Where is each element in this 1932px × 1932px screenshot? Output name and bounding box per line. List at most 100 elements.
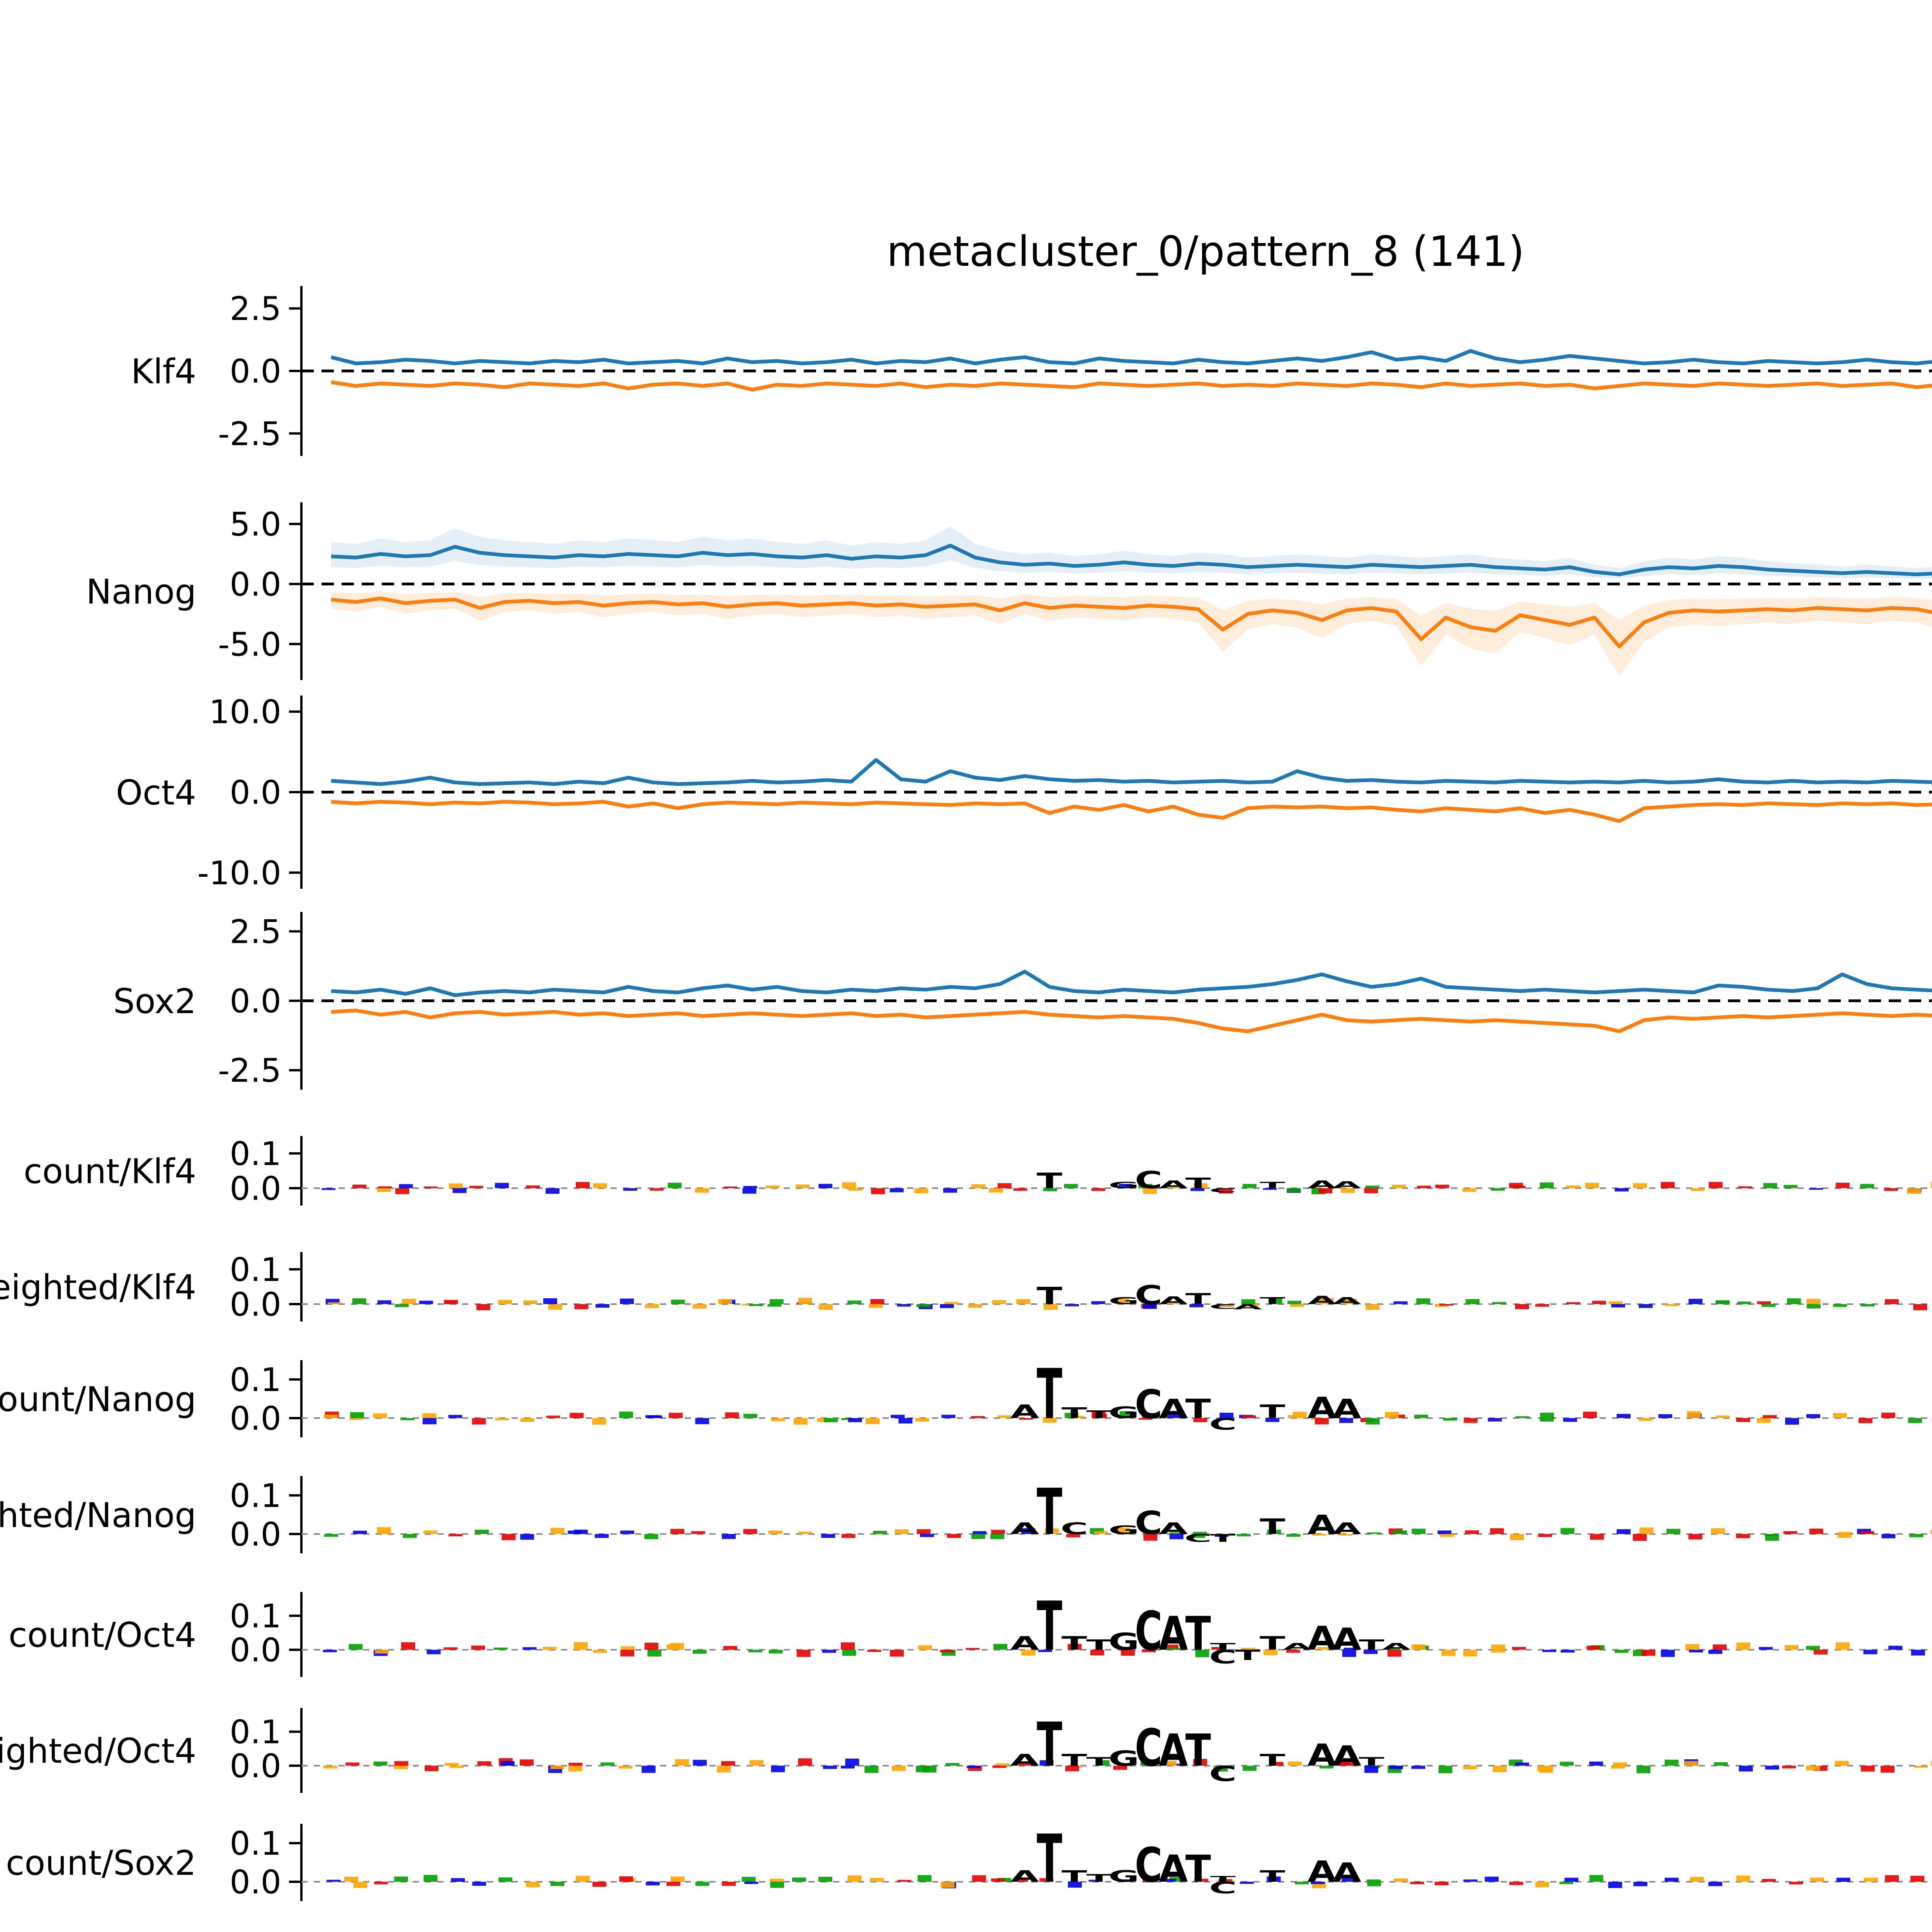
logo-noise-mark bbox=[1218, 1188, 1233, 1194]
y-tick-label: 0.1 bbox=[230, 1135, 281, 1173]
logo-noise-mark bbox=[1338, 1534, 1352, 1536]
logo-noise-mark bbox=[472, 1418, 486, 1425]
logo-noise-mark bbox=[1739, 1765, 1753, 1772]
logo-noise-mark bbox=[619, 1765, 633, 1769]
logo-noise-mark bbox=[841, 1534, 855, 1538]
logo-letter-a-icon: A bbox=[1159, 1725, 1188, 1777]
logo-letter-glyph: T bbox=[1260, 1633, 1285, 1655]
logo-noise-mark bbox=[1385, 1412, 1399, 1418]
logo-noise-mark bbox=[451, 1878, 465, 1882]
logo-noise-mark bbox=[593, 1183, 607, 1188]
logo-noise-mark bbox=[526, 1185, 540, 1188]
logo-noise-mark bbox=[1837, 1534, 1852, 1538]
logo-noise-mark bbox=[1287, 1301, 1301, 1304]
logo-noise-mark bbox=[1317, 1647, 1331, 1650]
logo-noise-mark bbox=[471, 1645, 485, 1650]
logo-noise-mark bbox=[1311, 1882, 1325, 1884]
logo-noise-mark bbox=[1065, 1304, 1079, 1306]
logo-noise-mark bbox=[545, 1188, 560, 1194]
logo-noise-mark bbox=[1806, 1299, 1821, 1304]
logo-letter-glyph: C bbox=[1135, 1280, 1162, 1310]
logo-noise-mark bbox=[749, 1760, 764, 1766]
pos-strand-line bbox=[330, 349, 1932, 366]
logo-letter-t-icon: T bbox=[1260, 1750, 1285, 1770]
logo-noise-mark bbox=[798, 1298, 812, 1304]
logo-letter-c-icon: C bbox=[1209, 1303, 1236, 1311]
logo-noise-mark bbox=[1016, 1299, 1031, 1304]
logo-noise-mark bbox=[1566, 1185, 1580, 1188]
logo-noise-mark bbox=[1286, 1534, 1301, 1537]
pos-strand-line bbox=[331, 969, 1932, 997]
logo-letter-t-icon: T bbox=[1061, 1405, 1087, 1422]
logo-noise-mark bbox=[1064, 1184, 1078, 1188]
logo-noise-mark bbox=[915, 1418, 929, 1422]
logo-letter-glyph: A bbox=[1283, 1641, 1312, 1652]
panel-label: Nanog bbox=[86, 572, 196, 612]
y-tick-label: 0.0 bbox=[230, 1863, 281, 1901]
logo-noise-mark bbox=[374, 1882, 388, 1884]
logo-letter-glyph: C bbox=[1209, 1879, 1236, 1897]
logo-noise-mark bbox=[744, 1882, 759, 1884]
logo-noise-mark bbox=[1613, 1762, 1627, 1766]
logo-letter-glyph: A bbox=[1159, 1847, 1188, 1891]
logo-letter-t-icon: T bbox=[1086, 1872, 1112, 1884]
logo-noise-mark bbox=[742, 1188, 757, 1194]
logo-noise-mark bbox=[971, 1534, 985, 1539]
logo-letter-glyph: A bbox=[1308, 1179, 1337, 1191]
logo-letter-glyph: A bbox=[1382, 1641, 1411, 1652]
logo-noise-mark bbox=[1539, 1182, 1554, 1188]
logo-noise-mark bbox=[1614, 1188, 1629, 1192]
logo-noise-mark bbox=[1287, 1188, 1301, 1192]
logo-letter-glyph: T bbox=[1037, 1168, 1062, 1194]
logo-noise-mark bbox=[472, 1882, 486, 1886]
logo-noise-mark bbox=[996, 1763, 1010, 1766]
logo-noise-mark bbox=[498, 1877, 512, 1882]
logo-noise-mark bbox=[914, 1188, 929, 1194]
logo-noise-mark bbox=[966, 1765, 981, 1768]
logo-letter-t-icon: T bbox=[1061, 1633, 1087, 1655]
logo-noise-mark bbox=[520, 1759, 534, 1766]
logo-noise-mark bbox=[841, 1642, 855, 1650]
logo-letter-t-icon: T bbox=[1260, 1867, 1285, 1886]
logo-noise-mark bbox=[592, 1418, 606, 1425]
logo-noise-mark bbox=[646, 1882, 660, 1886]
logo-letter-g-icon: G bbox=[1109, 1746, 1139, 1770]
logo-noise-mark bbox=[1888, 1646, 1903, 1650]
logo-noise-mark bbox=[1881, 1534, 1896, 1539]
logo-noise-mark bbox=[1666, 1529, 1680, 1534]
logo-noise-mark bbox=[1245, 1304, 1259, 1307]
logo-noise-mark bbox=[895, 1529, 909, 1534]
logo-noise-mark bbox=[722, 1534, 736, 1539]
logo-noise-mark bbox=[621, 1646, 635, 1650]
panel-sox2: 2.5 0.0 -2.5 Sox2 bbox=[113, 912, 1932, 1090]
logo-letter-glyph: G bbox=[1109, 1403, 1139, 1422]
logo-noise-mark bbox=[423, 1875, 438, 1882]
logo-noise-mark bbox=[645, 1643, 659, 1650]
logo-noise-mark bbox=[1535, 1304, 1549, 1307]
logo-letter-glyph: T bbox=[1061, 1867, 1087, 1886]
logo-noise-mark bbox=[378, 1186, 392, 1188]
logo-noise-mark bbox=[1091, 1301, 1105, 1304]
logo-noise-mark bbox=[692, 1650, 707, 1654]
logo-letter-t-icon: T bbox=[1037, 1282, 1063, 1310]
logo-noise-mark bbox=[990, 1534, 1004, 1539]
logo-noise-mark bbox=[1193, 1183, 1208, 1188]
logo-noise-mark bbox=[495, 1418, 509, 1420]
logo-letter-t-icon: T bbox=[1061, 1750, 1087, 1770]
logo-noise-mark bbox=[1639, 1527, 1654, 1534]
logo-letter-a-icon: A bbox=[1308, 1509, 1337, 1540]
pos-band bbox=[331, 526, 1932, 579]
y-tick-label: -2.5 bbox=[218, 415, 281, 453]
logo-noise-mark bbox=[770, 1882, 784, 1888]
logo-noise-mark bbox=[966, 1648, 980, 1650]
logo-noise-mark bbox=[1535, 1882, 1549, 1888]
logo-letter-t-icon: T bbox=[1210, 1641, 1236, 1652]
logo-noise-mark bbox=[1690, 1188, 1705, 1191]
logo-noise-mark bbox=[973, 1531, 987, 1534]
logo-noise-mark bbox=[349, 1418, 364, 1420]
panel-label: count/Klf4 bbox=[24, 1151, 196, 1191]
logo-noise-mark bbox=[1540, 1412, 1554, 1418]
logo-letter-glyph: A bbox=[1332, 1179, 1361, 1190]
logo-noise-mark bbox=[1783, 1531, 1798, 1534]
logo-noise-mark bbox=[992, 1765, 1007, 1768]
